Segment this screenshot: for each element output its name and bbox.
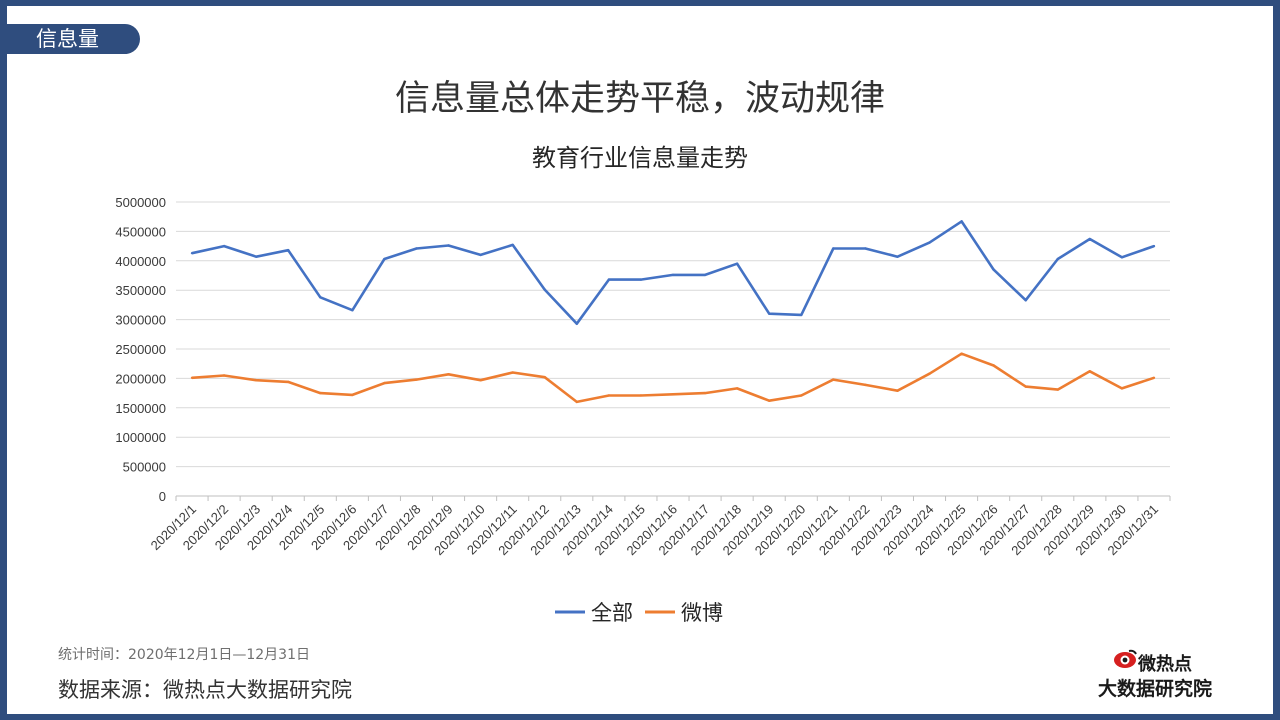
data-point	[319, 391, 322, 395]
y-tick-label: 1500000	[115, 401, 166, 416]
chart-title: 教育行业信息量走势	[532, 144, 748, 172]
data-point	[832, 378, 835, 381]
data-point	[447, 373, 450, 376]
data-point	[511, 371, 514, 374]
y-tick-label: 4000000	[115, 254, 166, 269]
data-point	[1120, 387, 1124, 390]
data-point	[351, 393, 354, 397]
data-point	[928, 241, 931, 244]
data-point	[479, 253, 482, 257]
page-title: 信息量总体走势平稳，波动规律	[394, 79, 885, 119]
data-point	[992, 268, 995, 271]
data-point	[832, 247, 835, 250]
data-point	[896, 255, 899, 258]
data-point	[671, 273, 675, 277]
data-point	[1120, 256, 1124, 259]
data-point	[543, 376, 546, 379]
data-point	[864, 247, 867, 250]
series-line-all	[191, 220, 1155, 326]
data-point	[383, 381, 386, 385]
data-point	[1056, 388, 1059, 391]
data-point	[415, 378, 418, 381]
section-tab: 信息量	[0, 24, 140, 54]
data-point	[992, 364, 995, 367]
data-point	[415, 247, 418, 250]
data-point	[575, 400, 579, 404]
data-point	[1152, 244, 1156, 248]
data-point	[575, 322, 579, 325]
data-point	[287, 249, 290, 252]
data-point	[319, 296, 322, 299]
data-point	[960, 220, 963, 223]
data-point	[543, 288, 546, 291]
data-point	[383, 257, 386, 261]
brand-logo: 微热点 大数据研究院	[1098, 648, 1238, 700]
y-tick-label: 5000000	[115, 195, 166, 210]
legend-label: 微博	[681, 601, 723, 625]
data-point	[767, 312, 771, 315]
y-tick-label: 500000	[123, 460, 166, 475]
data-point	[1024, 385, 1027, 388]
y-tick-label: 3500000	[115, 283, 166, 298]
data-source: 数据来源：微热点大数据研究院	[58, 678, 352, 702]
logo-text-main: 微热点	[1138, 654, 1192, 675]
data-point	[1088, 370, 1092, 373]
data-point	[800, 394, 803, 397]
y-tick-label: 0	[159, 489, 166, 504]
data-point	[1056, 257, 1059, 261]
y-tick-label: 3000000	[115, 313, 166, 328]
data-point	[222, 374, 226, 377]
data-point	[1024, 298, 1027, 302]
data-point	[511, 243, 514, 247]
data-point	[800, 313, 803, 317]
logo-text-sub: 大数据研究院	[1098, 678, 1213, 700]
data-point	[960, 352, 963, 355]
chart-legend: 全部 微博	[555, 601, 723, 625]
data-point	[639, 394, 643, 397]
data-point	[190, 251, 194, 255]
data-point	[703, 391, 707, 395]
y-tick-label: 4500000	[115, 224, 166, 239]
data-point	[190, 376, 194, 380]
data-point	[254, 378, 258, 382]
data-point	[639, 278, 643, 281]
data-point	[767, 399, 771, 402]
chart-series	[190, 220, 1156, 404]
data-point	[607, 278, 611, 281]
data-point	[896, 389, 899, 392]
data-point	[351, 308, 354, 312]
chart-gridlines	[176, 201, 1170, 468]
legend-label: 全部	[591, 601, 633, 625]
data-point	[928, 372, 931, 375]
data-point	[222, 244, 226, 248]
data-point	[254, 255, 258, 258]
data-point	[864, 383, 867, 387]
y-tick-label: 1000000	[115, 430, 166, 445]
data-point	[1088, 237, 1092, 241]
data-point	[735, 262, 739, 265]
data-point	[447, 244, 450, 247]
stat-time-note: 统计时间：2020年12月1日—12月31日	[58, 647, 310, 663]
data-point	[703, 273, 707, 277]
y-tick-label: 2500000	[115, 342, 166, 357]
data-point	[1152, 376, 1156, 380]
y-tick-label: 2000000	[115, 371, 166, 386]
eye-icon	[1114, 649, 1137, 668]
data-point	[479, 378, 482, 382]
data-point	[607, 394, 611, 397]
data-point	[671, 393, 675, 396]
data-point	[287, 380, 290, 384]
data-point	[735, 387, 739, 390]
